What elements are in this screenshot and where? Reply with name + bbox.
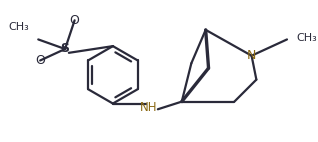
Text: O: O (35, 54, 45, 67)
Text: N: N (247, 49, 256, 62)
Text: NH: NH (140, 101, 157, 114)
Text: S: S (60, 42, 70, 56)
Text: CH₃: CH₃ (8, 22, 29, 32)
Text: CH₃: CH₃ (297, 33, 317, 42)
Text: O: O (70, 14, 80, 27)
